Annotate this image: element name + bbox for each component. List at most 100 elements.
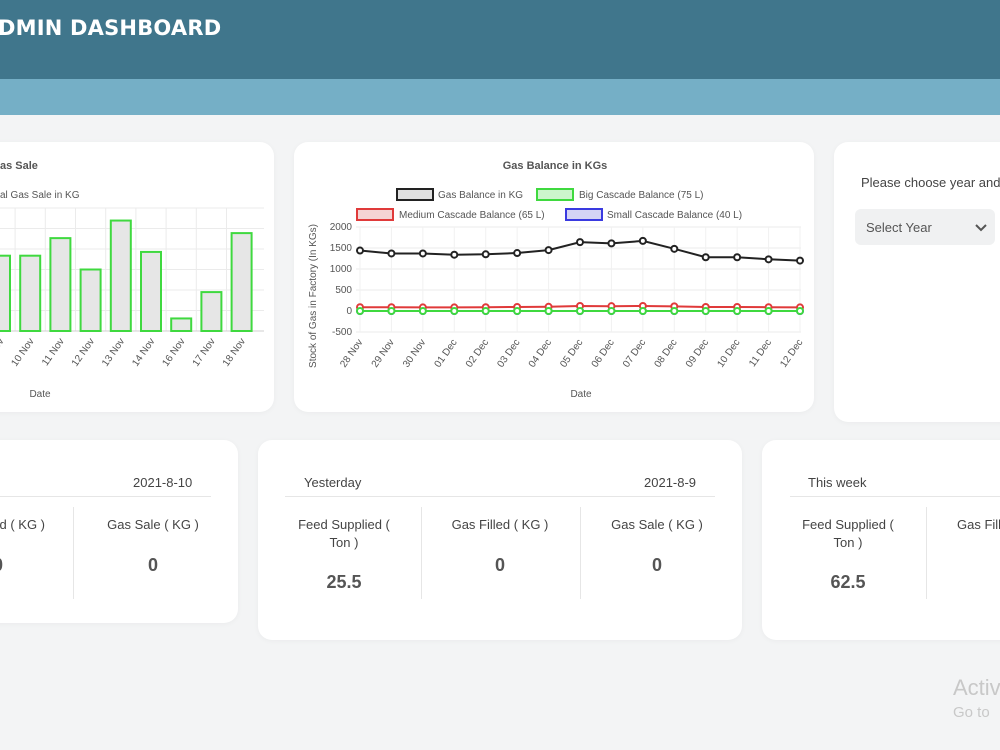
gas-balance-point: [356, 307, 364, 315]
gas-balance-x-tick: 05 Dec: [558, 337, 585, 369]
gas-balance-point: [544, 307, 553, 315]
gas-balance-point: [387, 307, 396, 315]
today-date: 2021-8-10: [133, 475, 193, 490]
gas-balance-point: [607, 307, 616, 315]
gas-balance-point: [764, 255, 773, 264]
yesterday-gas-filled-value: 0: [494, 555, 505, 575]
gas-balance-point: [701, 307, 710, 315]
gas-sale-bar: [170, 317, 193, 332]
yesterday-gas-filled-label: Gas Filled ( KG ): [451, 517, 549, 532]
gas-balance-point: [513, 307, 522, 315]
gas-balance-x-tick: 07 Dec: [621, 337, 648, 369]
gas-sale-chart-title: as Sale: [0, 160, 38, 172]
gas-sale-x-tick: 12 Nov: [70, 336, 97, 368]
yesterday-gas-sale-label: Gas Sale ( KG ): [611, 517, 703, 532]
gas-balance-y-axis-title: Stock of Gas in Factory (In KGs): [308, 224, 319, 368]
gas-balance-point: [607, 239, 616, 248]
yesterday-date: 2021-8-9: [644, 475, 697, 490]
today-gas-filled-label: d ( KG ): [0, 517, 45, 532]
gas-balance-point: [796, 256, 804, 265]
legend-label: Medium Cascade Balance (65 L): [399, 210, 545, 221]
today-stats-card: [0, 440, 238, 623]
gas-balance-point: [450, 250, 459, 259]
gas-balance-x-tick: 30 Nov: [401, 337, 428, 369]
gas-balance-x-tick: 12 Dec: [778, 337, 805, 369]
filter-prompt: Please choose year and: [861, 175, 1000, 190]
gas-sale-bar: [0, 254, 11, 332]
gas-balance-x-tick: 01 Dec: [433, 337, 460, 369]
gas-balance-point: [764, 307, 773, 315]
yesterday-stats-card: [258, 440, 742, 640]
gas-balance-point: [638, 236, 647, 245]
gas-sale-x-tick: 0 Nov: [0, 336, 6, 364]
gas-balance-point: [481, 307, 490, 315]
week-feed-label: Feed Supplied ( Ton ): [802, 517, 894, 550]
gas-sale-bar: [140, 250, 162, 332]
chevron-down-icon: [975, 224, 987, 232]
gas-balance-x-tick: 11 Dec: [747, 337, 774, 369]
gas-sale-x-tick: 13 Nov: [100, 336, 127, 368]
gas-sale-x-axis-title: Date: [29, 389, 51, 400]
legend-label: Small Cascade Balance (40 L): [607, 210, 742, 221]
today-divider: [0, 496, 211, 497]
year-select[interactable]: Select Year: [855, 209, 995, 245]
gas-balance-x-tick: 29 Nov: [370, 337, 397, 369]
gas-sale-x-tick: 17 Nov: [191, 336, 218, 368]
yesterday-gas-sale-value: 0: [651, 555, 662, 575]
gas-balance-y-tick: 0: [346, 306, 352, 317]
gas-balance-point: [576, 238, 584, 247]
top-header: DMIN DASHBOARD: [0, 0, 1000, 79]
gas-balance-point: [733, 307, 742, 315]
gas-balance-y-tick: 500: [335, 285, 352, 296]
gas-balance-x-axis-title: Date: [570, 389, 592, 400]
gas-sale-bar: [79, 268, 102, 332]
gas-balance-point: [638, 307, 647, 315]
yesterday-feed-value: 25.5: [326, 572, 362, 592]
gas-balance-y-tick: 1000: [330, 264, 353, 275]
gas-balance-y-ticks: 2000 1500 1000 500 0 -500: [330, 222, 353, 338]
gas-balance-x-tick: 28 Nov: [338, 337, 365, 369]
dashboard-title: DMIN DASHBOARD: [0, 16, 222, 40]
gas-balance-point: [576, 307, 584, 315]
gas-sale-x-tick: 18 Nov: [221, 336, 248, 368]
legend-swatch: [396, 188, 434, 201]
gas-balance-y-tick: -500: [332, 327, 352, 338]
gas-balance-x-tick: 10 Dec: [715, 337, 742, 369]
yesterday-heading: Yesterday: [304, 475, 362, 490]
gas-balance-x-tick: 04 Dec: [527, 337, 554, 369]
gas-sale-legend-label: al Gas Sale in KG: [0, 190, 80, 201]
gas-balance-y-tick: 2000: [330, 222, 353, 233]
gas-sale-x-tick: 16 Nov: [160, 336, 187, 368]
gas-balance-x-ticks: 28 Nov 29 Nov 30 Nov 01 Dec 02 Dec 03 Dec 04 D…: [338, 337, 805, 369]
gas-balance-point: [356, 246, 364, 255]
gas-sale-x-tick: 11 Nov: [40, 336, 67, 368]
today-gas-filled-value: 0: [0, 555, 3, 576]
today-gas-sale-value: 0: [147, 555, 158, 575]
gas-balance-x-tick: 03 Dec: [495, 337, 522, 369]
gas-balance-point: [481, 250, 490, 259]
gas-balance-chart-card: Gas Balance in KGs Gas Balance in KG Big …: [294, 142, 814, 412]
yesterday-column-divider-1: [421, 507, 422, 599]
legend-swatch: [356, 208, 394, 221]
gas-balance-legend: Gas Balance in KG Big Cascade Balance (75…: [356, 188, 742, 221]
gas-sale-bars: [0, 219, 253, 333]
year-select-value: Select Year: [866, 220, 932, 235]
gas-balance-point: [513, 249, 522, 258]
week-divider: [790, 496, 1000, 497]
gas-balance-x-tick: 06 Dec: [590, 337, 617, 369]
yesterday-feed-label: Feed Supplied ( Ton ): [298, 517, 390, 550]
gas-sale-bar: [49, 237, 72, 332]
gas-balance-chart-title: Gas Balance in KGs: [503, 160, 608, 172]
week-stats-card: [762, 440, 1000, 640]
gas-balance-point: [418, 307, 427, 315]
legend-label: Gas Balance in KG: [438, 190, 523, 201]
week-gas-filled-label: Gas Fill: [957, 517, 1000, 532]
activation-watermark-subtitle: Go to: [953, 704, 990, 721]
gas-sale-x-tick: 14 Nov: [130, 336, 157, 368]
gas-balance-point: [670, 307, 679, 315]
week-feed-value: 62.5: [830, 572, 866, 592]
gas-sale-x-tick: 10 Nov: [9, 336, 36, 368]
